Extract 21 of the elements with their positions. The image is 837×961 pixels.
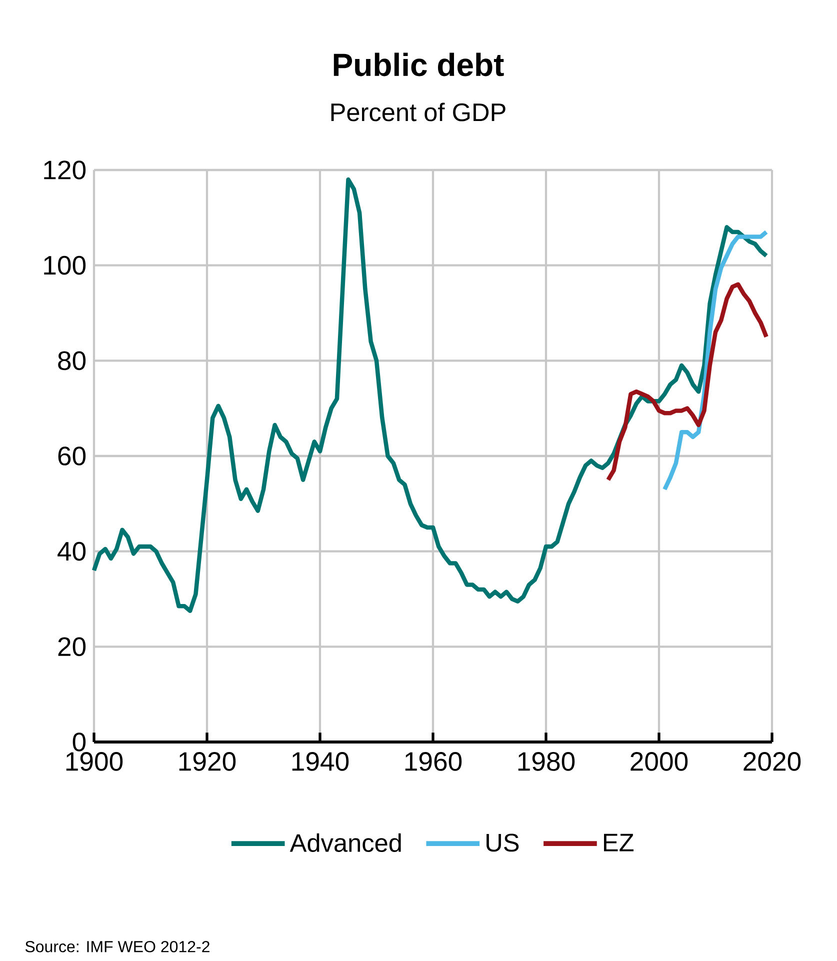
y-tick-label: 100 [44, 256, 86, 275]
legend-label: Advanced [290, 833, 401, 852]
legend-label: US [486, 834, 519, 852]
chart-title: Public debt [334, 52, 504, 76]
y-tick-label: 80 [58, 351, 86, 370]
legend-label: EZ [604, 834, 634, 852]
y-tick-label: 0 [72, 732, 86, 752]
chart-subtitle: Percent of GDP [331, 102, 506, 122]
x-tick-label: 1960 [405, 752, 462, 771]
y-tick-label: 120 [44, 160, 86, 180]
x-tick-label: 2020 [744, 752, 801, 771]
y-tick-label: 60 [58, 446, 86, 466]
x-tick-label: 1940 [292, 752, 349, 771]
line-series [606, 282, 768, 482]
x-tick-label: 1920 [179, 752, 236, 771]
y-tick-label: 40 [58, 542, 86, 561]
source-note: Source: IMF WEO 2012-2 [25, 940, 210, 952]
x-tick-label: 2000 [630, 752, 688, 771]
y-tick-label: 20 [58, 637, 86, 656]
x-tick-label: 1980 [518, 752, 575, 771]
x-tick-label: 1900 [66, 752, 123, 771]
